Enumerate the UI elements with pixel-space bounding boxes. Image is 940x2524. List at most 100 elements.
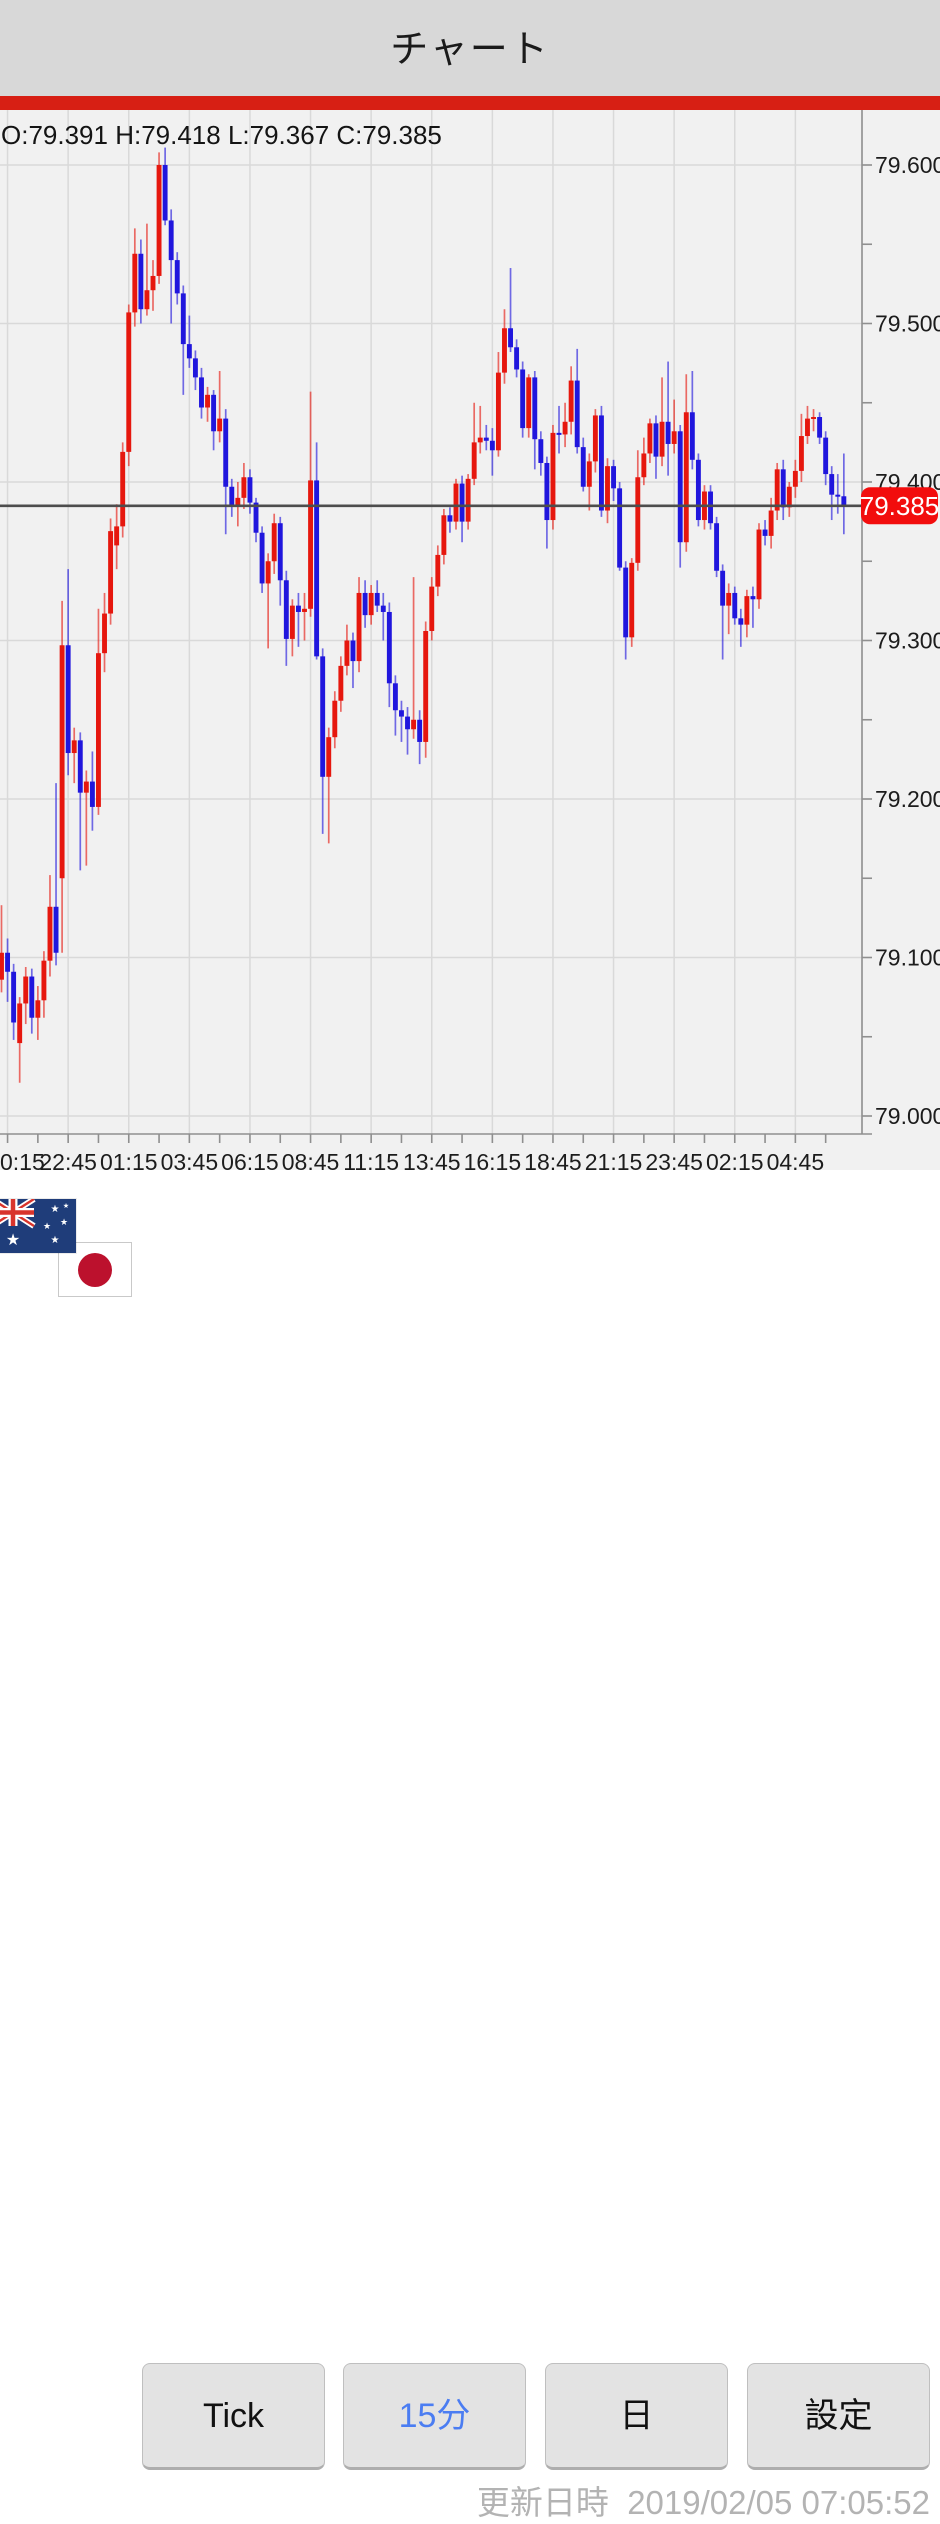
last-updated: 更新日時 2019/02/05 07:05:52 bbox=[477, 2476, 930, 2524]
candle-body bbox=[150, 275, 156, 291]
candle-body bbox=[162, 165, 168, 221]
candle-body bbox=[556, 432, 562, 435]
candle-body bbox=[35, 1000, 41, 1018]
candle-body bbox=[744, 596, 750, 625]
candle-body bbox=[459, 483, 465, 522]
timeframe-15min-button[interactable]: 15分 bbox=[343, 2363, 526, 2470]
timeframe-day-button[interactable]: 日 bbox=[545, 2363, 728, 2470]
candle-body bbox=[441, 515, 447, 555]
candle-body bbox=[695, 459, 701, 521]
candle-body bbox=[302, 608, 307, 612]
candle-body bbox=[235, 497, 241, 506]
candle-body bbox=[247, 477, 253, 503]
currency-pair-selector[interactable]: ★ ★ ★ ★ ★ ★ bbox=[0, 1192, 140, 1302]
candle-body bbox=[223, 418, 229, 487]
candle-body bbox=[653, 423, 659, 457]
candle-body bbox=[59, 645, 65, 879]
candle-body bbox=[89, 781, 95, 807]
candle-body bbox=[647, 423, 653, 454]
y-tick-label: 79.600 bbox=[875, 152, 940, 178]
candle-body bbox=[405, 716, 410, 730]
candle-body bbox=[605, 466, 610, 511]
candle-body bbox=[574, 380, 580, 448]
x-tick-label: 13:45 bbox=[403, 1149, 461, 1170]
candle-body bbox=[211, 394, 217, 432]
candle-body bbox=[780, 469, 786, 508]
candle-body bbox=[829, 474, 835, 495]
candle-body bbox=[168, 220, 174, 261]
candle-body bbox=[411, 719, 417, 730]
candle-body bbox=[726, 592, 732, 606]
candle-body bbox=[314, 480, 320, 657]
candle-body bbox=[77, 740, 83, 793]
candle-body bbox=[132, 253, 138, 313]
candle-body bbox=[762, 529, 768, 536]
candle-body bbox=[683, 412, 689, 543]
page-title: チャート bbox=[390, 29, 550, 71]
candle-body bbox=[659, 421, 665, 457]
candle-body bbox=[641, 453, 647, 478]
candle-body bbox=[53, 906, 59, 953]
candle-body bbox=[720, 570, 726, 606]
candle-body bbox=[805, 418, 810, 437]
settings-button[interactable]: 設定 bbox=[747, 2363, 930, 2470]
candle-body bbox=[689, 412, 695, 460]
candle-body bbox=[126, 312, 132, 452]
candle-body bbox=[550, 432, 556, 521]
header-accent-bar bbox=[0, 96, 940, 110]
candle-body bbox=[495, 372, 501, 451]
candle-body bbox=[447, 515, 453, 522]
candle-body bbox=[750, 596, 756, 600]
candle-body bbox=[629, 562, 635, 638]
candle-body bbox=[768, 510, 774, 536]
candle-body bbox=[11, 971, 17, 1023]
candle-body bbox=[738, 618, 744, 625]
candle-body bbox=[544, 462, 550, 521]
x-tick-label: 18:45 bbox=[524, 1149, 582, 1170]
candle-body bbox=[380, 605, 386, 612]
candlestick-chart[interactable]: 79.60079.50079.40079.30079.20079.10079.0… bbox=[0, 110, 940, 1175]
candle-body bbox=[271, 523, 277, 562]
axes bbox=[0, 110, 872, 1135]
candle-body bbox=[29, 976, 35, 1018]
candle-body bbox=[192, 358, 198, 378]
x-tick-label: 02:15 bbox=[706, 1149, 764, 1170]
candle-body bbox=[598, 415, 604, 511]
candle-body bbox=[217, 418, 223, 432]
x-tick-label: 0:15 bbox=[0, 1149, 45, 1170]
candle-body bbox=[326, 737, 332, 777]
y-tick-label: 79.300 bbox=[875, 628, 940, 654]
candle-body bbox=[538, 439, 544, 463]
candle-body bbox=[429, 586, 435, 631]
candle-body bbox=[386, 611, 392, 684]
candle-body bbox=[199, 377, 204, 408]
candle-body bbox=[489, 440, 495, 451]
candle-body bbox=[253, 502, 259, 533]
y-tick-label: 79.500 bbox=[875, 311, 940, 337]
candle-body bbox=[514, 347, 520, 370]
current-price-badge: 79.385 bbox=[860, 487, 939, 525]
y-tick-label: 79.000 bbox=[875, 1103, 940, 1129]
candle-body bbox=[362, 592, 368, 616]
candle-body bbox=[83, 781, 89, 793]
svg-text:★: ★ bbox=[51, 1235, 60, 1246]
candle-body bbox=[265, 561, 271, 584]
japan-flag-sun bbox=[78, 1252, 112, 1287]
candle-body bbox=[289, 605, 295, 639]
candle-body bbox=[392, 683, 398, 711]
candle-body bbox=[344, 640, 350, 666]
candle-body bbox=[435, 554, 441, 587]
candle-body bbox=[520, 369, 526, 429]
chart-area: 79.600 79.500 79.400 79.300 79.200 79.100 79.0… bbox=[0, 110, 940, 1175]
x-tick-label: 22:45 bbox=[39, 1149, 97, 1170]
candle-body bbox=[41, 960, 47, 1001]
candle-body bbox=[283, 580, 289, 639]
candle-body bbox=[338, 665, 344, 701]
candle-body bbox=[617, 488, 623, 568]
candle-body bbox=[205, 394, 210, 408]
candle-body bbox=[259, 532, 265, 584]
timeframe-tick-button[interactable]: Tick bbox=[142, 2363, 325, 2470]
candle-body bbox=[502, 328, 507, 373]
candle-body bbox=[144, 290, 150, 310]
candle-body bbox=[186, 344, 192, 359]
